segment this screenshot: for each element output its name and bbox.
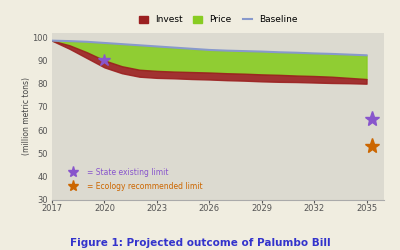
Text: Figure 1: Projected outcome of Palumbo Bill: Figure 1: Projected outcome of Palumbo B… bbox=[70, 238, 330, 248]
Text: = State existing limit: = State existing limit bbox=[87, 168, 168, 176]
Y-axis label: (million metric tons): (million metric tons) bbox=[22, 77, 31, 155]
Text: = Ecology recommended limit: = Ecology recommended limit bbox=[87, 182, 202, 190]
Legend: Invest, Price, Baseline: Invest, Price, Baseline bbox=[135, 12, 301, 28]
